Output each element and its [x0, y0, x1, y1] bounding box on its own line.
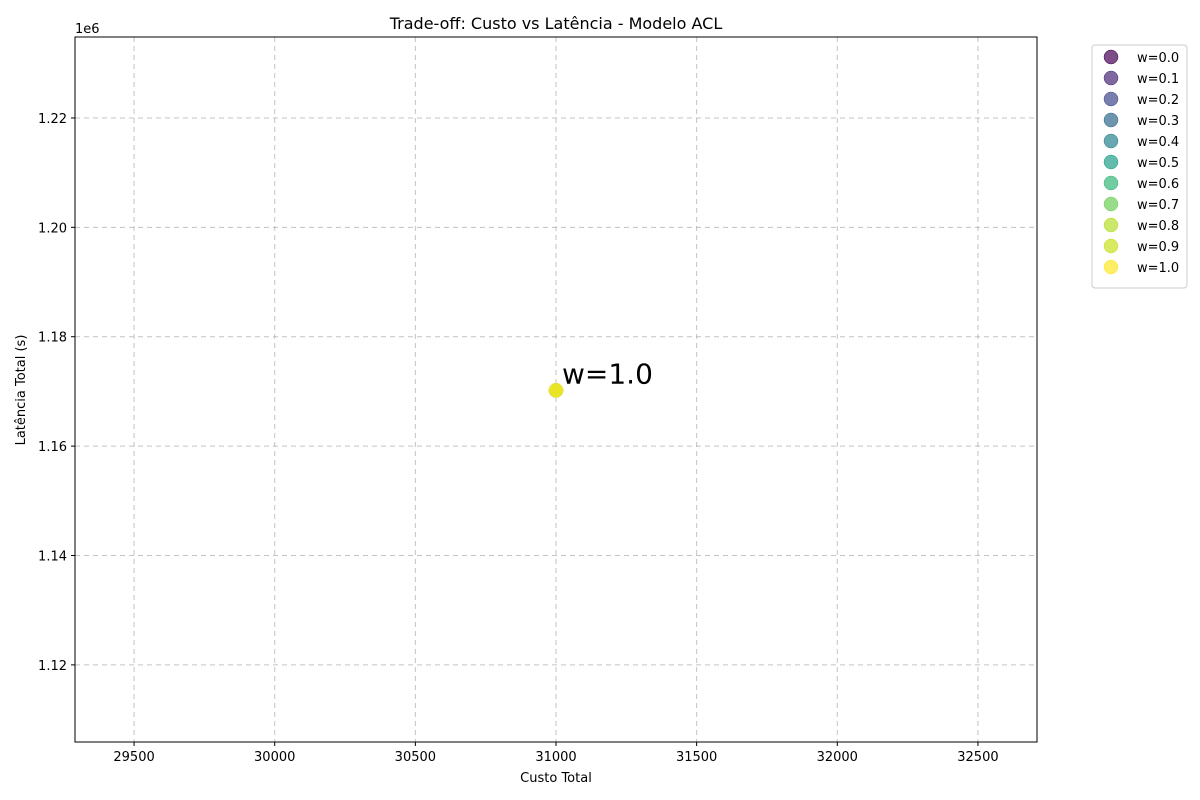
legend-label: w=0.6 [1137, 177, 1179, 192]
data-points [548, 383, 564, 398]
x-tick-label: 31500 [676, 750, 717, 765]
x-tick-label: 30500 [395, 750, 436, 765]
x-tick-label: 29500 [113, 750, 154, 765]
legend-marker [1103, 133, 1119, 149]
data-point-w-1-0 [548, 383, 564, 398]
chart-title: Trade-off: Custo vs Latência - Modelo AC… [389, 14, 723, 33]
legend-label: w=0.1 [1137, 72, 1179, 87]
x-tick-label: 31000 [535, 750, 576, 765]
point-annotation: w=1.0 [562, 357, 653, 390]
legend-marker [1103, 259, 1119, 275]
legend-marker [1103, 154, 1119, 170]
legend-marker [1103, 91, 1119, 107]
legend-label: w=0.7 [1137, 198, 1179, 213]
legend-label: w=0.8 [1137, 219, 1179, 234]
legend-label: w=0.0 [1137, 51, 1179, 66]
y-tick-label: 1.18 [38, 331, 67, 346]
legend-label: w=0.2 [1137, 93, 1179, 108]
legend-label: w=0.5 [1137, 156, 1179, 171]
legend-marker [1103, 70, 1119, 86]
legend-label: w=0.9 [1137, 240, 1179, 255]
axis-ticks: 29500 30000 30500 31000 31500 32000 32500 1.12 1… [38, 112, 999, 765]
y-tick-label: 1.16 [38, 440, 67, 455]
x-tick-label: 32000 [817, 750, 858, 765]
y-tick-label: 1.20 [38, 221, 67, 236]
legend-items: w=0.0 w=0.1 w=0.2 w=0.3 w=0.4 w=0.5 w=0.6 w=0.7… [1103, 49, 1179, 276]
legend-label: w=0.4 [1137, 135, 1179, 150]
legend-label: w=0.3 [1137, 114, 1179, 129]
legend-marker [1103, 217, 1119, 233]
point-annotations: w=1.0 [562, 357, 653, 390]
legend-marker [1103, 49, 1119, 65]
legend-marker [1103, 112, 1119, 128]
legend-label: w=1.0 [1137, 261, 1179, 276]
legend: w=0.0 w=0.1 w=0.2 w=0.3 w=0.4 w=0.5 w=0.6 w=0.7… [1091, 44, 1188, 289]
y-tick-label: 1.12 [38, 659, 67, 674]
y-tick-label: 1.14 [38, 549, 67, 564]
y-tick-label: 1.22 [38, 112, 67, 127]
x-tick-label: 30000 [254, 750, 295, 765]
legend-marker [1103, 175, 1119, 191]
legend-marker [1103, 196, 1119, 212]
legend-marker [1103, 238, 1119, 254]
y-axis-offset-label: 1e6 [75, 22, 100, 37]
y-axis-label: Latência Total (s) [14, 335, 29, 446]
x-tick-label: 32500 [957, 750, 998, 765]
x-axis-label: Custo Total [520, 771, 592, 786]
grid [75, 37, 1037, 742]
